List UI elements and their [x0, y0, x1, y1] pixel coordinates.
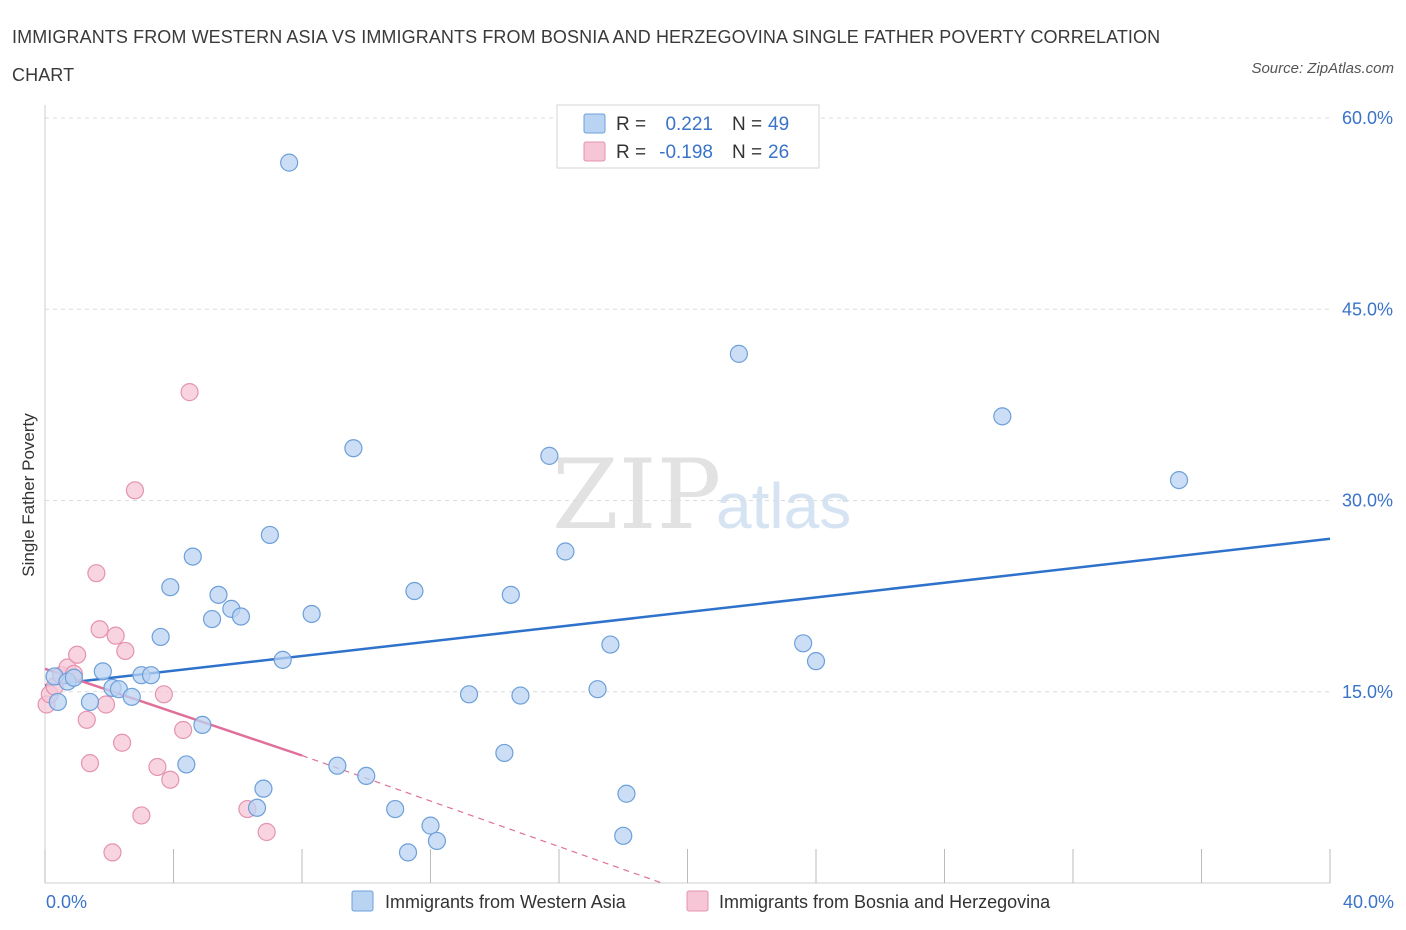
point-bosnia	[154, 685, 173, 704]
correlation-legend: R = 0.221 N = 49 R = -0.198 N = 26	[556, 104, 820, 169]
chart-title: IMMIGRANTS FROM WESTERN ASIA VS IMMIGRAN…	[12, 27, 1161, 85]
point-western-asia	[177, 755, 196, 774]
point-western-asia	[141, 666, 161, 685]
point-bosnia	[125, 481, 145, 500]
watermark-atlas: atlas	[716, 470, 851, 542]
point-bosnia	[161, 770, 180, 789]
axes: 15.0% 30.0% 45.0% 60.0%	[44, 105, 1393, 884]
point-bosnia	[106, 626, 125, 645]
point-western-asia	[993, 407, 1012, 426]
source-label: Source: ZipAtlas.com	[1251, 60, 1394, 77]
point-western-asia	[617, 784, 636, 803]
point-western-asia	[209, 585, 228, 604]
point-western-asia	[459, 685, 479, 704]
point-bosnia	[116, 641, 135, 661]
point-bosnia	[257, 822, 276, 842]
point-western-asia	[231, 607, 251, 626]
point-bosnia	[132, 806, 151, 825]
point-bosnia	[68, 645, 87, 664]
data-points	[37, 153, 1189, 862]
point-bosnia	[90, 620, 109, 639]
point-western-asia	[729, 344, 749, 363]
series-legend-swatch-pink	[686, 890, 709, 912]
point-bosnia	[174, 720, 193, 740]
point-western-asia	[386, 799, 405, 819]
point-western-asia	[202, 609, 222, 629]
point-western-asia	[183, 547, 202, 566]
x-tick-label-min: 0.0%	[46, 892, 87, 912]
trend-line-bosnia-extension	[301, 754, 663, 884]
point-western-asia	[64, 668, 84, 687]
legend-n-value-1: 49	[768, 114, 789, 135]
point-western-asia	[254, 779, 273, 798]
point-western-asia	[405, 581, 424, 601]
point-western-asia	[280, 153, 299, 172]
trend-line-bosnia	[44, 667, 303, 757]
point-western-asia	[398, 843, 418, 862]
legend-n-label-2: N =	[732, 142, 762, 163]
point-western-asia	[806, 652, 826, 671]
series-legend-swatch-blue	[351, 890, 374, 912]
point-western-asia	[588, 680, 607, 699]
point-western-asia	[357, 766, 376, 786]
y-tick-label-60: 60.0%	[1342, 108, 1393, 128]
point-bosnia	[96, 695, 116, 714]
point-western-asia	[540, 446, 559, 465]
point-western-asia	[247, 798, 267, 817]
x-tick-label-max: 40.0%	[1343, 892, 1394, 912]
legend-r-label-2: R =	[616, 142, 646, 163]
point-western-asia	[794, 634, 813, 653]
point-bosnia	[112, 733, 132, 752]
series-legend-label-blue: Immigrants from Western Asia	[385, 892, 627, 912]
point-western-asia	[260, 525, 279, 545]
legend-r-label-1: R =	[616, 114, 646, 135]
point-western-asia	[273, 650, 292, 669]
point-bosnia	[77, 710, 96, 729]
point-bosnia	[103, 843, 122, 862]
y-tick-label-30: 30.0%	[1342, 491, 1393, 511]
point-western-asia	[614, 826, 633, 845]
point-western-asia	[193, 715, 212, 735]
point-western-asia	[495, 743, 514, 763]
point-western-asia	[80, 692, 100, 712]
point-western-asia	[344, 439, 363, 458]
point-bosnia	[80, 754, 100, 773]
point-western-asia	[93, 662, 112, 681]
legend-swatch-blue	[583, 113, 606, 134]
point-bosnia	[87, 564, 106, 583]
y-tick-label-15: 15.0%	[1342, 682, 1393, 702]
series-legend: Immigrants from Western Asia Immigrants …	[351, 890, 1051, 912]
point-western-asia	[151, 627, 170, 647]
y-tick-label-45: 45.0%	[1342, 299, 1393, 319]
point-western-asia	[501, 585, 520, 604]
point-western-asia	[48, 692, 67, 712]
point-western-asia	[511, 686, 530, 705]
legend-r-value-2: -0.198	[659, 142, 713, 163]
point-western-asia	[1169, 471, 1189, 490]
legend-r-value-1: 0.221	[665, 114, 713, 135]
legend-n-value-2: 26	[768, 142, 789, 163]
point-western-asia	[161, 578, 180, 597]
y-axis-title: Single Father Poverty	[19, 413, 38, 577]
legend-swatch-pink	[583, 141, 606, 162]
point-western-asia	[328, 756, 347, 775]
trend-line-western-asia	[44, 537, 1331, 687]
point-western-asia	[122, 687, 141, 706]
point-western-asia	[302, 604, 321, 624]
point-bosnia	[180, 383, 199, 402]
legend-n-label-1: N =	[732, 114, 762, 135]
watermark-zip: ZIP	[552, 439, 721, 551]
point-western-asia	[421, 816, 440, 835]
point-western-asia	[556, 542, 575, 561]
point-bosnia	[148, 757, 167, 777]
trend-lines	[44, 537, 1331, 884]
series-legend-label-pink: Immigrants from Bosnia and Herzegovina	[719, 892, 1051, 912]
point-western-asia	[427, 831, 447, 851]
point-western-asia	[601, 635, 620, 654]
